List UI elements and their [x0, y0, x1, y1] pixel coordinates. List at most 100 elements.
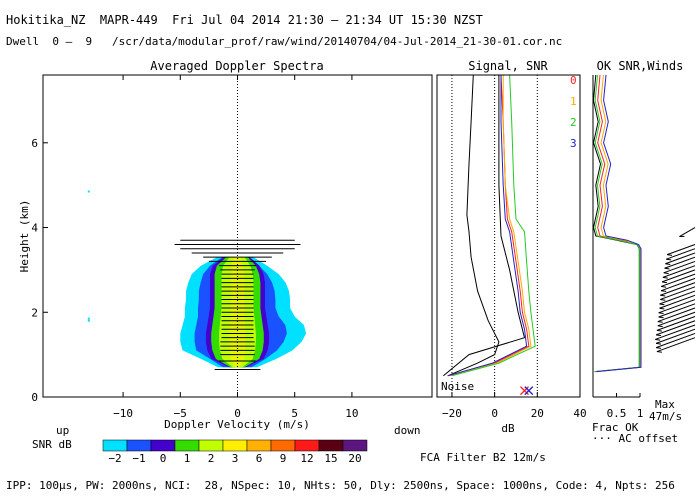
colorbar-cell: [174, 439, 200, 452]
legend-channel-2: 2: [570, 116, 577, 129]
signal-snr-panel: Signal, SNR −20 0 20 40 Noise dB: [436, 59, 587, 435]
max-speed-value: 47m/s: [649, 410, 682, 423]
colorbar-cell: [126, 439, 152, 452]
wind-barb: [657, 307, 696, 323]
wind-barb-head: [657, 321, 663, 323]
colorbar-tick-labels: −2 −1 0 1 2 3 6 9 12 15 20: [108, 452, 361, 465]
wind-barb-head: [656, 342, 662, 345]
wind-barb: [666, 244, 696, 256]
colorbar-label: SNR dB: [32, 438, 72, 451]
y-tick-label: 4: [31, 222, 38, 235]
wind-barb-head: [656, 347, 662, 349]
wind-barb: [666, 248, 696, 260]
down-label: down: [394, 424, 421, 437]
signal-snr-markers: [520, 386, 534, 396]
wind-barb: [663, 260, 696, 274]
wind-barb: [662, 265, 696, 278]
wind-barb-head: [664, 267, 670, 270]
ok-fraction-line: [596, 74, 642, 373]
series-line-0: [447, 74, 530, 377]
db-tick-label: 40: [573, 407, 586, 420]
wind-barb: [658, 303, 696, 318]
wind-barb-head: [658, 316, 664, 319]
noise-label: Noise: [441, 380, 474, 393]
colorbar-cell: [222, 439, 248, 452]
dwell-path: Dwell 0 — 9 /scr/data/modular_prof/raw/w…: [6, 35, 563, 48]
colorbar-cell: [270, 439, 296, 452]
colorbar-cell: [150, 439, 176, 452]
x-marker: [524, 386, 534, 396]
colorbar-tick-label: −1: [132, 452, 145, 465]
db-tick-label: −20: [442, 407, 462, 420]
signal-snr-lines: [443, 74, 536, 377]
colorbar-cell: [198, 439, 224, 452]
ok-fraction-line: [594, 74, 641, 373]
wind-barb-head: [661, 285, 667, 288]
signal-snr-x-ticks: −20 0 20 40: [442, 392, 587, 420]
wind-barb-head: [659, 303, 665, 306]
wind-barb-head: [663, 272, 669, 275]
colorbar-tick-label: 6: [256, 452, 263, 465]
wind-barb-head: [666, 258, 672, 261]
wind-barb: [660, 286, 696, 300]
wind-barb-head: [656, 329, 662, 332]
wind-barb-head: [661, 281, 668, 284]
colorbar-tick-label: 15: [324, 452, 337, 465]
wind-barb: [659, 294, 696, 309]
wind-barb-head: [660, 294, 666, 297]
wind-barb: [655, 324, 696, 340]
wind-barb-head: [660, 299, 666, 301]
wind-barb-head: [667, 254, 673, 256]
wind-barb: [661, 269, 696, 283]
ok-fraction-line: [595, 74, 642, 373]
y-tick-label: 6: [31, 137, 38, 150]
plot-title: Hokitika_NZ MAPR-449 Fri Jul 04 2014 21:…: [6, 13, 483, 27]
wind-barb-head: [661, 290, 667, 292]
colorbar-tick-label: 1: [184, 452, 191, 465]
noise-dot: [87, 190, 90, 193]
series-line-2: [451, 74, 536, 377]
colorbar-tick-label: 2: [208, 452, 215, 465]
max-label: Max: [655, 398, 675, 411]
legend-channel-1: 1: [570, 95, 577, 108]
colorbar-tick-label: 20: [348, 452, 361, 465]
x-tick-label: 0: [234, 407, 241, 420]
wind-barb: [656, 337, 696, 353]
ok-fraction-line: [592, 74, 640, 373]
wind-barb: [657, 311, 696, 327]
signal-snr-x-label: dB: [501, 422, 515, 435]
colorbar-cell: [102, 439, 128, 452]
spectra-y-ticks: 0 2 4 6: [31, 137, 48, 404]
wind-barb: [661, 273, 696, 287]
radar-params: IPP: 100μs, PW: 2000ns, NCI: 28, NSpec: …: [6, 479, 675, 492]
colorbar-tick-label: 9: [280, 452, 287, 465]
winds-title: OK SNR,Winds: [597, 59, 684, 73]
wind-barb: [659, 290, 696, 305]
colorbar-tick-label: 12: [300, 452, 313, 465]
wind-barb-head: [659, 307, 665, 310]
x-tick-label: 5: [291, 407, 298, 420]
wind-barb-head: [657, 325, 663, 328]
wind-barbs: [655, 227, 696, 353]
db-tick-label: 0: [491, 407, 498, 420]
spectra-y-label: Height (km): [18, 200, 31, 273]
wind-barb: [656, 316, 696, 331]
wind-barb: [660, 282, 696, 296]
x-tick-label: 10: [345, 407, 358, 420]
channel-legend: 0 1 2 3: [570, 74, 577, 150]
wind-barb-head: [655, 338, 661, 341]
spectra-x-label: Doppler Velocity (m/s): [164, 418, 310, 431]
wind-barb: [655, 320, 696, 336]
colorbar-tick-label: −2: [108, 452, 121, 465]
colorbar-tick-label: 3: [232, 452, 239, 465]
signal-snr-frame: [436, 74, 581, 398]
colorbar-cell: [342, 439, 368, 452]
ok-tick-label: 1: [637, 407, 644, 420]
series-line-black2: [443, 75, 526, 377]
snr-colorbar: SNR dB −2 −1 0 1 2 3 6 9 12 15 20: [32, 438, 368, 465]
up-label: up: [56, 424, 69, 437]
colorbar-cell: [294, 439, 320, 452]
ac-offset-label: ··· AC offset: [592, 432, 678, 445]
signal-snr-title: Signal, SNR: [468, 59, 548, 73]
